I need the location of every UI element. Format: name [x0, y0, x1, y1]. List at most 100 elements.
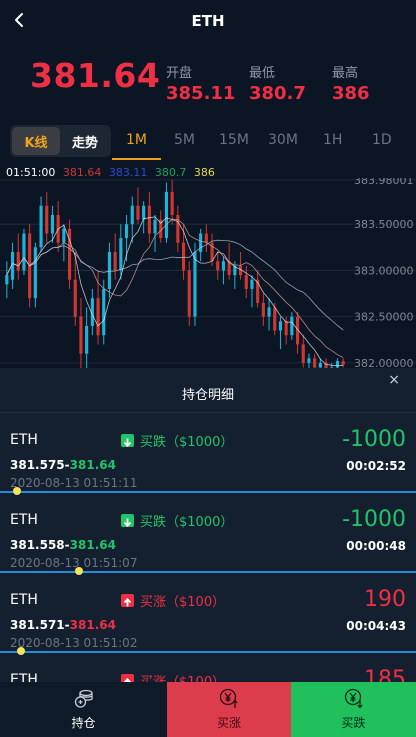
- trend-tab[interactable]: 走势: [71, 135, 98, 151]
- chart-tabs: K线 走势 1M 5M 15M 30M 1H 1D: [0, 122, 416, 162]
- open-label: 开盘: [166, 66, 193, 81]
- buy-down-button[interactable]: 买跌: [291, 682, 416, 737]
- high-stat: 最高 386: [332, 62, 370, 104]
- coin-stack-icon: [74, 689, 93, 708]
- kline-tab[interactable]: K线: [12, 127, 60, 155]
- candle-body: [79, 316, 83, 354]
- candle-body: [142, 205, 146, 220]
- low-stat: 最低 380.7: [249, 62, 306, 104]
- yen-down-icon: [344, 688, 363, 709]
- legend-value-1: 381.64: [62, 166, 102, 179]
- holding-progress-dot: [17, 647, 25, 655]
- y-tick-label: 383.98001: [354, 178, 414, 187]
- holding-side: 买跌（$1000）: [140, 435, 234, 450]
- back-arrow-icon[interactable]: [8, 8, 34, 34]
- candle-body: [250, 279, 254, 289]
- timeframe-15m[interactable]: 15M: [219, 132, 249, 148]
- arrow-down-icon: [121, 514, 134, 528]
- current-price: 381.64: [69, 538, 116, 552]
- candle-body: [73, 279, 77, 317]
- candle-body: [16, 251, 20, 271]
- candle-body: [107, 251, 112, 289]
- candle-body: [33, 247, 37, 299]
- candle-body: [256, 279, 260, 303]
- candle-body: [341, 361, 345, 365]
- holding-countdown: 00:00:48: [346, 539, 406, 553]
- arrow-down-icon: [121, 434, 134, 448]
- buy-up-button[interactable]: 买涨: [167, 682, 291, 737]
- y-tick-label: 382.00000: [354, 357, 414, 370]
- last-price: 381.64: [30, 56, 161, 95]
- entry-price: 381.558-: [10, 538, 70, 552]
- candle-body: [335, 361, 340, 368]
- top-bar: ETH: [0, 0, 416, 44]
- candle-body: [10, 251, 15, 280]
- candle-body: [67, 228, 72, 280]
- candle-body: [244, 275, 248, 289]
- candle-body: [22, 233, 26, 271]
- holding-timestamp: 2020-08-13 01:51:11: [10, 476, 138, 490]
- candle-body: [45, 205, 49, 234]
- timeframe-30m[interactable]: 30M: [268, 132, 298, 148]
- entry-price: 381.571-: [10, 618, 70, 632]
- candle-body: [113, 251, 117, 271]
- candle-body: [170, 191, 174, 215]
- open-value: 385.11: [166, 83, 236, 104]
- ma-line-short: [6, 216, 344, 367]
- candle-body: [318, 362, 322, 368]
- candle-body: [227, 261, 231, 276]
- ma-legend: 01:51:00 381.64 383.11 380.7 386: [6, 166, 219, 179]
- holding-row[interactable]: ETH 买跌（$1000） -1000 381.558-381.64 00:00…: [0, 494, 416, 575]
- candlestick-chart[interactable]: 383.98001 383.50000 383.00000 382.50000 382.…: [0, 178, 416, 374]
- candle-body: [216, 261, 220, 271]
- holding-progress-dot: [13, 487, 21, 495]
- candle-body: [295, 316, 300, 345]
- holdings-button[interactable]: 持仓: [0, 682, 167, 737]
- candle-body: [62, 228, 66, 243]
- holding-prices: 381.571-381.64: [10, 618, 116, 632]
- timeframe-5m[interactable]: 5M: [174, 132, 195, 148]
- legend-value-2: 383.11: [108, 166, 148, 179]
- high-label: 最高: [332, 66, 359, 81]
- holding-pnl: -1000: [342, 427, 406, 452]
- candle-body: [5, 275, 9, 285]
- candle-body: [164, 191, 169, 239]
- candle-body: [159, 219, 163, 239]
- timeframe-1h[interactable]: 1H: [323, 132, 343, 148]
- ma-line-long: [6, 239, 344, 331]
- candle-body: [102, 288, 106, 336]
- page-title: ETH: [191, 12, 225, 30]
- yen-up-icon: [219, 688, 238, 708]
- active-timeframe-indicator: [112, 158, 161, 160]
- buy-down-label: 买跌: [341, 716, 366, 730]
- holding-side: 买跌（$1000）: [140, 515, 234, 530]
- holdings-button-label: 持仓: [71, 716, 96, 730]
- y-tick-label: 382.50000: [354, 311, 414, 324]
- y-tick-label: 383.50000: [354, 218, 414, 231]
- holding-symbol: ETH: [10, 512, 38, 528]
- holdings-title: 持仓明细: [181, 388, 234, 403]
- holding-prices: 381.575-381.64: [10, 458, 116, 472]
- candle-body: [119, 238, 123, 271]
- candle-body: [324, 362, 328, 371]
- candle-body: [136, 205, 140, 220]
- timeframe-1d[interactable]: 1D: [372, 132, 392, 148]
- timeframe-1m[interactable]: 1M: [126, 132, 147, 148]
- candle-body: [50, 214, 55, 234]
- candle-body: [267, 307, 271, 317]
- buy-up-label: 买涨: [216, 716, 241, 730]
- candle-body: [238, 265, 243, 276]
- candle-body: [130, 205, 134, 225]
- candle-body: [153, 219, 157, 234]
- close-icon[interactable]: ×: [388, 372, 400, 388]
- holding-side: 买涨（$100）: [140, 595, 226, 610]
- legend-time: 01:51:00: [6, 166, 56, 179]
- holding-row[interactable]: ETH 买涨（$100） 190 381.571-381.64 00:04:43…: [0, 574, 416, 655]
- candle-body: [210, 242, 214, 262]
- candle-body: [199, 233, 203, 252]
- holding-progress-track: [0, 651, 416, 653]
- holding-row[interactable]: ETH 买跌（$1000） -1000 381.575-381.64 00:02…: [0, 414, 416, 495]
- candle-body: [147, 205, 151, 234]
- holding-countdown: 00:04:43: [346, 619, 406, 633]
